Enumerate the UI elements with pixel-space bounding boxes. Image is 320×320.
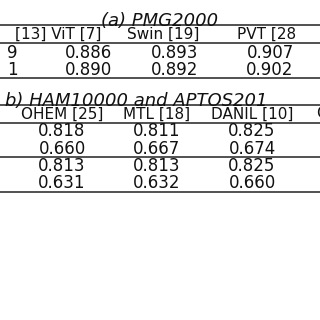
Text: 0.907: 0.907 xyxy=(246,44,294,61)
Text: [13] ViT [7]: [13] ViT [7] xyxy=(15,27,101,42)
Text: 0.813: 0.813 xyxy=(133,157,181,175)
Text: 0.667: 0.667 xyxy=(133,140,180,157)
Text: 0.631: 0.631 xyxy=(38,174,86,192)
Text: C: C xyxy=(316,107,320,122)
Text: 0.813: 0.813 xyxy=(38,157,86,175)
Text: 0.811: 0.811 xyxy=(133,123,181,140)
Text: 0.660: 0.660 xyxy=(228,174,276,192)
Text: 0.660: 0.660 xyxy=(38,140,86,157)
Text: Swin [19]: Swin [19] xyxy=(127,27,199,42)
Text: b) HAM10000 and APTOS201: b) HAM10000 and APTOS201 xyxy=(5,92,268,110)
Text: OHEM [25]: OHEM [25] xyxy=(21,107,103,122)
Text: MTL [18]: MTL [18] xyxy=(124,107,191,122)
Text: 0.892: 0.892 xyxy=(151,61,199,79)
Text: 0.825: 0.825 xyxy=(228,123,276,140)
Text: 0.902: 0.902 xyxy=(246,61,294,79)
Text: 9: 9 xyxy=(7,44,18,61)
Text: 1: 1 xyxy=(7,61,18,79)
Text: (a) PMG2000: (a) PMG2000 xyxy=(101,12,219,30)
Text: 0.818: 0.818 xyxy=(38,123,86,140)
Text: PVT [28: PVT [28 xyxy=(237,27,297,42)
Text: 0.825: 0.825 xyxy=(228,157,276,175)
Text: 0.893: 0.893 xyxy=(151,44,199,61)
Text: 0.890: 0.890 xyxy=(64,61,112,79)
Text: 0.886: 0.886 xyxy=(64,44,112,61)
Text: DANIL [10]: DANIL [10] xyxy=(211,107,293,122)
Text: 0.674: 0.674 xyxy=(228,140,276,157)
Text: 0.632: 0.632 xyxy=(133,174,181,192)
